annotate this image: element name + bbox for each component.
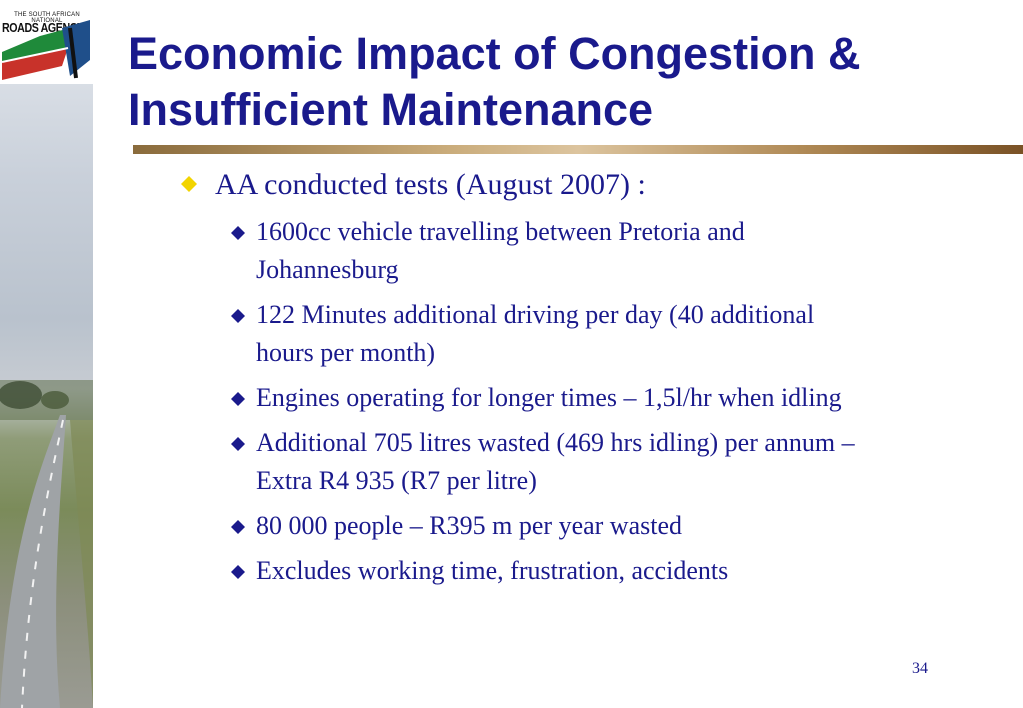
agency-logo: THE SOUTH AFRICAN NATIONAL ROADS AGENCY	[0, 0, 93, 84]
sub-bullet-2-line2: hours per month)	[256, 338, 436, 367]
navy-diamond-icon	[231, 392, 245, 406]
sub-bullet-2-line1: 122 Minutes additional driving per day (…	[256, 300, 815, 329]
title-divider	[133, 145, 1023, 154]
sub-bullet-2: 122 Minutes additional driving per day (…	[256, 296, 996, 372]
sub-bullet-4: Additional 705 litres wasted (469 hrs id…	[256, 424, 996, 500]
sub-bullet-5-line1: 80 000 people – R395 m per year wasted	[256, 511, 683, 540]
slide-title: Economic Impact of Congestion & Insuffic…	[128, 26, 1008, 138]
navy-diamond-icon	[231, 565, 245, 579]
navy-diamond-icon	[231, 520, 245, 534]
navy-diamond-icon	[231, 309, 245, 323]
slide-title-line2: Insufficient Maintenance	[128, 84, 654, 135]
sub-bullet-6-line1: Excludes working time, frustration, acci…	[256, 556, 729, 585]
sub-bullet-6: Excludes working time, frustration, acci…	[256, 552, 996, 590]
logo-top-text: THE SOUTH AFRICAN NATIONAL	[14, 12, 80, 24]
logo-emblem	[1, 20, 90, 80]
navy-diamond-icon	[231, 226, 245, 240]
sub-bullet-4-line1: Additional 705 litres wasted (469 hrs id…	[256, 428, 855, 457]
yellow-diamond-icon	[181, 176, 197, 192]
navy-diamond-icon	[231, 437, 245, 451]
sub-bullet-1-line1: 1600cc vehicle travelling between Pretor…	[256, 217, 745, 246]
slide-number: 34	[912, 660, 928, 677]
slide-title-line1: Economic Impact of Congestion &	[128, 28, 861, 79]
sub-bullet-3: Engines operating for longer times – 1,5…	[256, 379, 996, 417]
road-illustration	[0, 380, 93, 708]
sub-bullet-4-line2: Extra R4 935 (R7 per litre)	[256, 466, 537, 495]
sub-bullet-1: 1600cc vehicle travelling between Pretor…	[256, 213, 996, 289]
side-road-image: THE SOUTH AFRICAN NATIONAL ROADS AGENCY	[0, 0, 93, 708]
sub-bullet-1-line2: Johannesburg	[256, 255, 399, 284]
sub-bullet-3-line1: Engines operating for longer times – 1,5…	[256, 383, 842, 412]
sub-bullet-5: 80 000 people – R395 m per year wasted	[256, 507, 996, 545]
main-bullet-text: AA conducted tests (August 2007) :	[215, 168, 646, 201]
